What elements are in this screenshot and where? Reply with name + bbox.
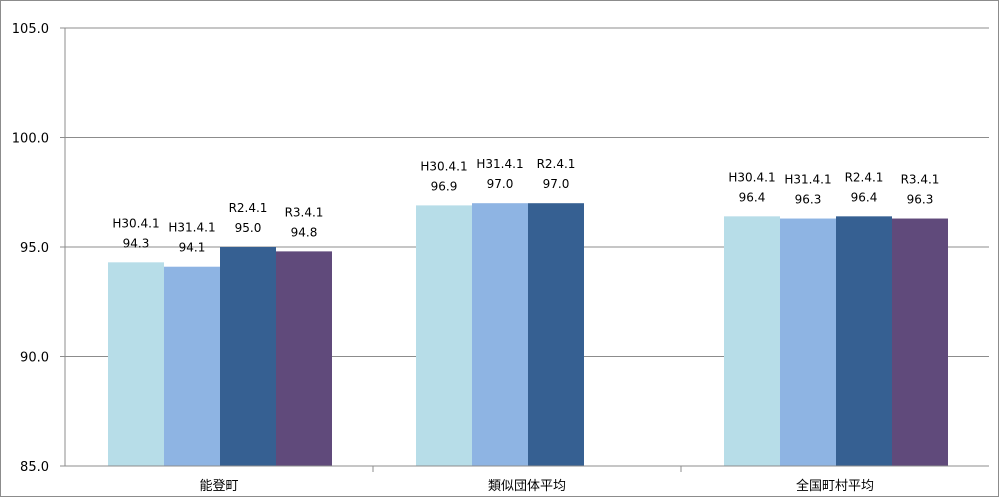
bar-2-1 — [780, 219, 836, 466]
bar-0-0 — [108, 262, 164, 466]
data-label-date-1-2: R2.4.1 — [537, 157, 576, 171]
data-label-value-0-2: 95.0 — [235, 221, 262, 235]
bar-2-0 — [724, 216, 780, 466]
data-label-date-2-3: R3.4.1 — [901, 173, 940, 187]
data-label-date-0-3: R3.4.1 — [285, 205, 324, 219]
data-label-date-2-1: H31.4.1 — [784, 173, 831, 187]
data-label-value-2-3: 96.3 — [907, 193, 934, 207]
data-label-value-1-1: 97.0 — [487, 177, 514, 191]
data-label-date-2-0: H30.4.1 — [728, 170, 775, 184]
data-label-value-2-2: 96.4 — [851, 190, 878, 204]
bar-1-1 — [472, 203, 528, 466]
bar-1-2 — [528, 203, 584, 466]
data-label-date-1-0: H30.4.1 — [420, 159, 467, 173]
data-label-value-2-1: 96.3 — [795, 193, 822, 207]
bar-2-3 — [892, 219, 948, 466]
y-tick-label-4: 105.0 — [12, 22, 49, 37]
data-label-value-2-0: 96.4 — [739, 190, 766, 204]
data-label-value-0-0: 94.3 — [123, 236, 150, 250]
data-label-value-0-1: 94.1 — [179, 241, 206, 255]
y-tick-label-2: 95.0 — [20, 241, 49, 256]
bar-0-2 — [220, 247, 276, 466]
data-label-value-1-2: 97.0 — [543, 177, 570, 191]
data-label-date-0-1: H31.4.1 — [168, 221, 215, 235]
x-category-label-0: 能登町 — [199, 479, 238, 494]
bar-0-1 — [164, 267, 220, 466]
data-label-value-0-3: 94.8 — [291, 225, 318, 239]
data-label-date-0-2: R2.4.1 — [229, 201, 268, 215]
data-label-date-0-0: H30.4.1 — [112, 216, 159, 230]
bar-2-2 — [836, 216, 892, 466]
y-tick-label-1: 90.0 — [20, 351, 49, 366]
bar-1-0 — [416, 205, 472, 466]
y-tick-label-0: 85.0 — [20, 460, 49, 475]
data-label-date-1-1: H31.4.1 — [476, 157, 523, 171]
y-tick-label-3: 100.0 — [12, 132, 49, 147]
data-label-date-2-2: R2.4.1 — [845, 170, 884, 184]
data-label-value-1-0: 96.9 — [431, 179, 458, 193]
bar-0-3 — [276, 251, 332, 466]
x-category-label-1: 類似団体平均 — [488, 479, 566, 494]
x-category-label-2: 全国町村平均 — [796, 478, 874, 494]
